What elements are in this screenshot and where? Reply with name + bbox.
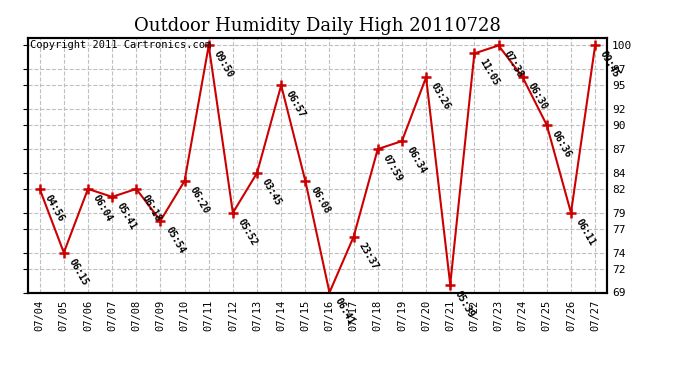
Text: 06:41: 06:41: [333, 297, 356, 327]
Text: 23:37: 23:37: [357, 241, 380, 271]
Text: 07:38: 07:38: [502, 50, 525, 80]
Text: 07:59: 07:59: [381, 153, 404, 183]
Text: 06:15: 06:15: [67, 256, 90, 287]
Text: 09:45: 09:45: [598, 50, 622, 80]
Text: 06:11: 06:11: [574, 217, 598, 247]
Text: 03:26: 03:26: [429, 81, 453, 112]
Text: 03:45: 03:45: [260, 177, 284, 207]
Text: 11:05: 11:05: [477, 57, 501, 88]
Text: 06:57: 06:57: [284, 89, 308, 120]
Text: 06:04: 06:04: [91, 193, 115, 224]
Text: Copyright 2011 Cartronics.com: Copyright 2011 Cartronics.com: [30, 40, 212, 50]
Text: 04:56: 04:56: [43, 193, 66, 224]
Text: 05:39: 05:39: [453, 288, 477, 319]
Text: 06:08: 06:08: [308, 185, 332, 215]
Text: 06:30: 06:30: [526, 81, 549, 112]
Title: Outdoor Humidity Daily High 20110728: Outdoor Humidity Daily High 20110728: [134, 16, 501, 34]
Text: 05:41: 05:41: [115, 201, 139, 231]
Text: 06:18: 06:18: [139, 193, 163, 224]
Text: 05:54: 05:54: [164, 225, 187, 255]
Text: 06:34: 06:34: [405, 145, 428, 176]
Text: 06:36: 06:36: [550, 129, 573, 160]
Text: 05:52: 05:52: [236, 217, 259, 247]
Text: 09:50: 09:50: [212, 50, 235, 80]
Text: 06:20: 06:20: [188, 185, 211, 215]
